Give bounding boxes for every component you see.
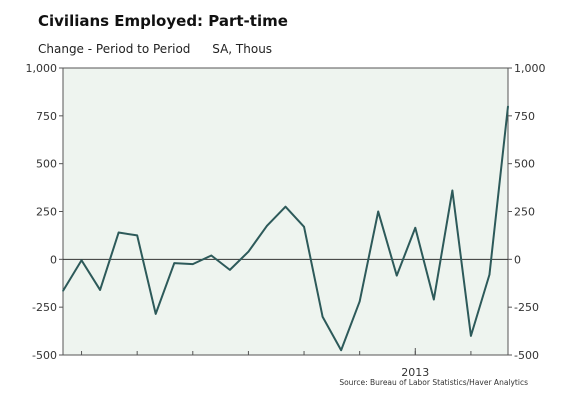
plot-area <box>62 67 509 356</box>
subtitle-units: SA, Thous <box>212 42 273 56</box>
data-point <box>470 335 472 337</box>
y-tick-label-left: 750 <box>36 110 57 123</box>
data-point <box>451 189 454 192</box>
y-tick-label-right: 500 <box>514 158 535 171</box>
data-point <box>358 300 361 303</box>
y-tick-label-right: -500 <box>514 349 539 362</box>
data-point <box>191 263 194 265</box>
data-point <box>284 205 287 208</box>
chart-subtitle: Change - Period to Period SA, Thous <box>38 42 290 56</box>
data-point <box>433 298 435 301</box>
data-point <box>321 315 324 318</box>
y-tick-label-left: 250 <box>36 206 57 219</box>
subtitle-measure: Change - Period to Period <box>38 42 191 56</box>
data-point <box>173 262 176 264</box>
data-point <box>136 234 138 237</box>
y-tick-label-right: 0 <box>514 253 521 266</box>
data-point <box>266 225 268 227</box>
y-tick-label-left: -500 <box>32 349 57 362</box>
data-point <box>488 273 491 276</box>
y-tick-label-left: 0 <box>50 253 57 266</box>
data-point <box>80 259 83 262</box>
data-point <box>414 226 417 229</box>
data-point <box>507 105 509 108</box>
y-tick-label-right: -250 <box>514 301 539 314</box>
data-point <box>117 231 120 234</box>
y-tick-label-left: 1,000 <box>26 62 58 75</box>
data-point <box>210 254 213 257</box>
data-point <box>395 274 398 277</box>
y-tick-label-left: 500 <box>36 158 57 171</box>
data-point <box>377 210 380 213</box>
y-tick-label-right: 750 <box>514 110 535 123</box>
chart-title: Civilians Employed: Part-time <box>38 12 288 30</box>
source-note: Source: Bureau of Labor Statistics/Haver… <box>339 378 528 387</box>
data-point <box>154 313 157 315</box>
data-point <box>247 250 250 253</box>
data-point <box>303 226 305 228</box>
data-point <box>229 269 231 271</box>
data-point <box>99 289 101 291</box>
data-point <box>340 349 342 352</box>
y-tick-label-right: 250 <box>514 206 535 219</box>
x-tick-label: 2013 <box>401 366 429 379</box>
y-tick-label-right: 1,000 <box>514 62 546 75</box>
data-point <box>62 290 64 292</box>
y-tick-label-left: -250 <box>32 301 57 314</box>
